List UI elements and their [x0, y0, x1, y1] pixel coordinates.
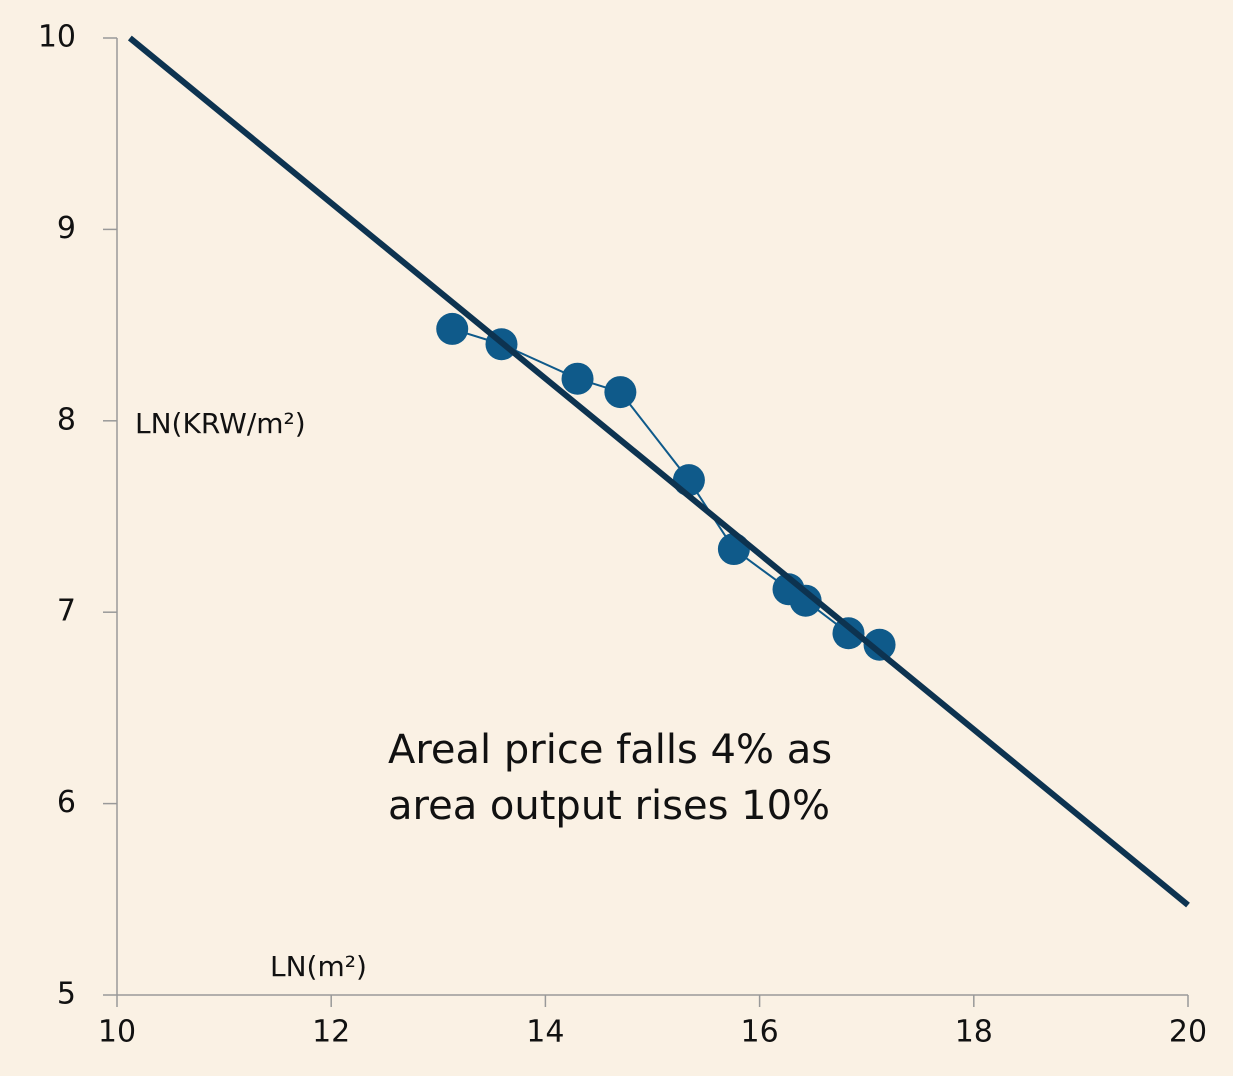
y-tick-label: 8 — [57, 402, 76, 437]
x-tick-label: 16 — [741, 1015, 779, 1050]
y-axis-label: LN(KRW/m²) — [135, 407, 306, 440]
point — [789, 584, 822, 617]
x-tick-label: 14 — [526, 1015, 564, 1050]
y-tick-label: 9 — [57, 211, 76, 246]
x-tick-label: 10 — [98, 1015, 136, 1050]
point — [604, 376, 637, 409]
y-tick-label: 5 — [57, 977, 76, 1012]
point — [672, 464, 705, 497]
annotation: Areal price falls 4% as — [388, 727, 832, 773]
point — [436, 312, 469, 345]
y-tick-label: 7 — [57, 594, 76, 629]
x-tick-label: 12 — [312, 1015, 350, 1050]
x-tick-label: 18 — [955, 1015, 993, 1050]
point — [717, 533, 750, 566]
point — [561, 362, 594, 395]
y-tick-label: 6 — [57, 785, 76, 820]
trend-line — [127, 35, 1190, 908]
annotation: area output rises 10% — [388, 783, 830, 829]
point — [832, 617, 865, 650]
x-tick-label: 20 — [1169, 1015, 1207, 1050]
point — [863, 628, 896, 661]
y-tick-label: 10 — [38, 20, 76, 55]
x-axis-label: LN(m²) — [270, 950, 367, 983]
